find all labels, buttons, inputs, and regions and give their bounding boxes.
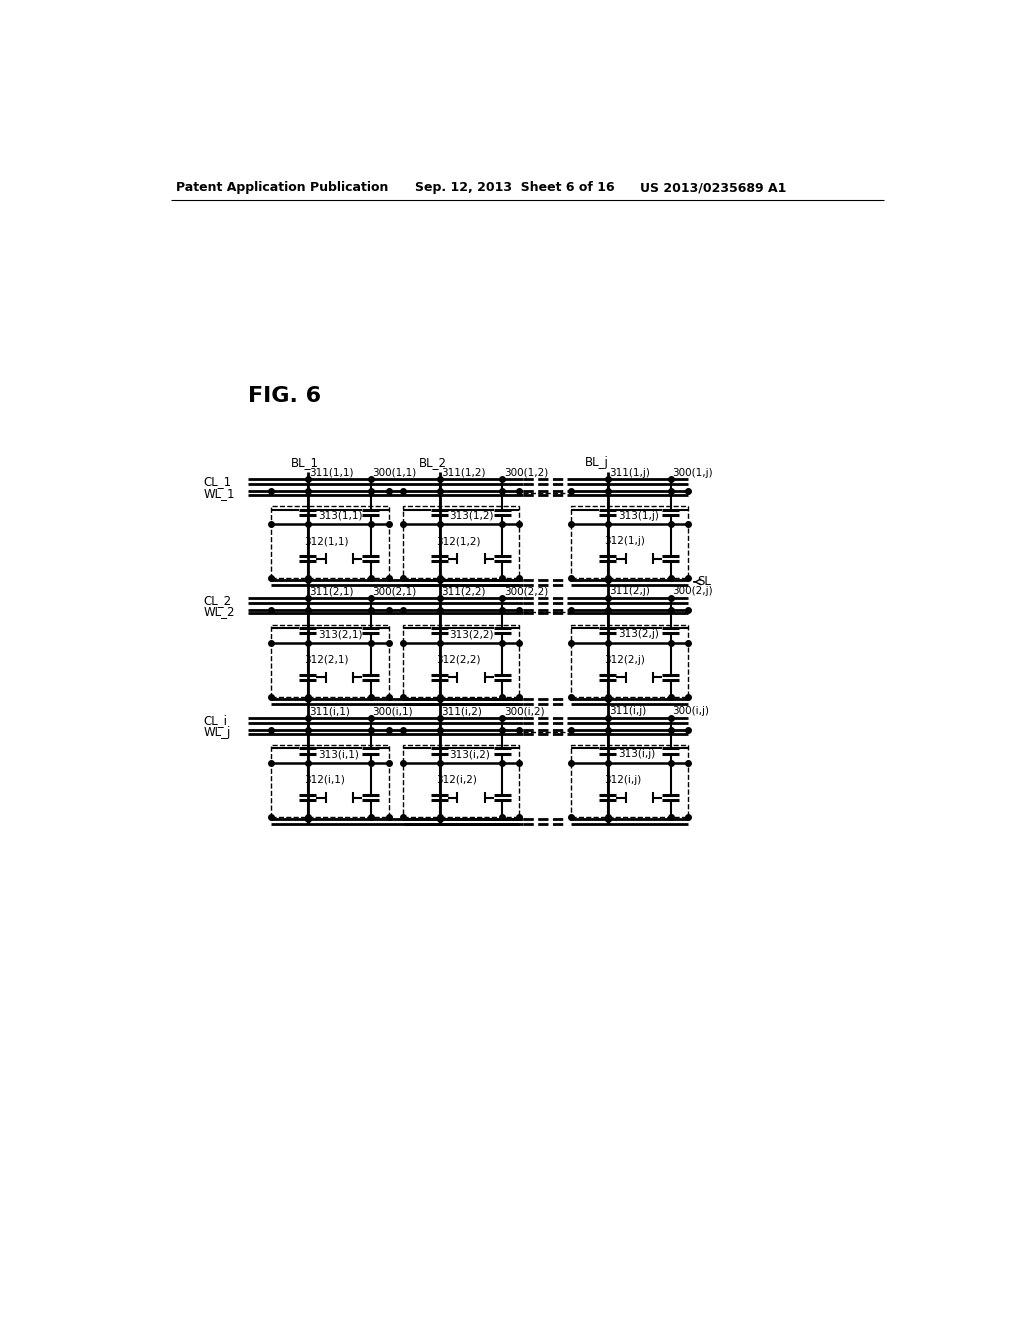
Text: 311(1,1): 311(1,1)	[309, 467, 354, 478]
Text: 312(2,2): 312(2,2)	[435, 655, 480, 665]
Bar	[571, 507, 687, 578]
Text: 312(i,2): 312(i,2)	[435, 775, 476, 785]
Text: 311(2,j): 311(2,j)	[609, 586, 650, 597]
Text: 313(1,j): 313(1,j)	[617, 511, 658, 520]
Text: BL_1: BL_1	[291, 455, 318, 469]
Text: 311(i,j): 311(i,j)	[609, 706, 646, 717]
Text: 313(i,j): 313(i,j)	[617, 750, 655, 759]
Text: 311(i,1): 311(i,1)	[309, 706, 350, 717]
Text: 313(i,1): 313(i,1)	[317, 750, 358, 759]
Text: 313(2,2): 313(2,2)	[450, 630, 495, 639]
Bar	[403, 507, 519, 578]
Text: 312(2,1): 312(2,1)	[304, 655, 348, 665]
Text: 313(2,j): 313(2,j)	[617, 630, 658, 639]
Text: 312(i,j): 312(i,j)	[604, 775, 641, 785]
Bar	[271, 507, 389, 578]
Bar	[403, 744, 519, 817]
Text: US 2013/0235689 A1: US 2013/0235689 A1	[640, 181, 785, 194]
Text: 313(1,1): 313(1,1)	[317, 511, 362, 520]
Text: 311(2,2): 311(2,2)	[441, 586, 485, 597]
Text: 312(i,1): 312(i,1)	[304, 775, 345, 785]
Text: WL_2: WL_2	[203, 606, 234, 619]
Text: 300(i,2): 300(i,2)	[504, 706, 545, 717]
Text: 313(2,1): 313(2,1)	[317, 630, 362, 639]
Text: SL: SL	[697, 576, 712, 589]
Text: 311(2,1): 311(2,1)	[309, 586, 354, 597]
Text: FIG. 6: FIG. 6	[248, 385, 322, 405]
Text: CL_1: CL_1	[203, 475, 231, 488]
Text: 312(1,2): 312(1,2)	[435, 536, 480, 546]
Text: 311(i,2): 311(i,2)	[441, 706, 482, 717]
Text: BL_j: BL_j	[586, 455, 609, 469]
Text: 300(1,1): 300(1,1)	[372, 467, 417, 478]
Text: 311(1,j): 311(1,j)	[609, 467, 650, 478]
Text: CL_i: CL_i	[203, 714, 227, 727]
Text: 300(i,1): 300(i,1)	[372, 706, 413, 717]
Text: 300(2,1): 300(2,1)	[372, 586, 417, 597]
Bar	[271, 626, 389, 697]
Bar	[271, 744, 389, 817]
Text: BL_2: BL_2	[419, 455, 446, 469]
Text: 300(2,j): 300(2,j)	[672, 586, 713, 597]
Text: 300(2,2): 300(2,2)	[504, 586, 548, 597]
Text: 312(2,j): 312(2,j)	[604, 655, 645, 665]
Bar	[571, 626, 687, 697]
Text: 313(i,2): 313(i,2)	[450, 750, 490, 759]
Text: 300(i,j): 300(i,j)	[672, 706, 709, 717]
Text: 313(1,2): 313(1,2)	[450, 511, 495, 520]
Text: WL_j: WL_j	[203, 726, 230, 739]
Text: 300(1,j): 300(1,j)	[672, 467, 713, 478]
Text: 300(1,2): 300(1,2)	[504, 467, 548, 478]
Text: Sep. 12, 2013  Sheet 6 of 16: Sep. 12, 2013 Sheet 6 of 16	[415, 181, 614, 194]
Bar	[403, 626, 519, 697]
Text: 312(1,j): 312(1,j)	[604, 536, 645, 546]
Text: WL_1: WL_1	[203, 487, 234, 500]
Bar	[571, 744, 687, 817]
Text: 312(1,1): 312(1,1)	[304, 536, 348, 546]
Text: CL_2: CL_2	[203, 594, 231, 607]
Text: Patent Application Publication: Patent Application Publication	[176, 181, 388, 194]
Text: 311(1,2): 311(1,2)	[441, 467, 485, 478]
